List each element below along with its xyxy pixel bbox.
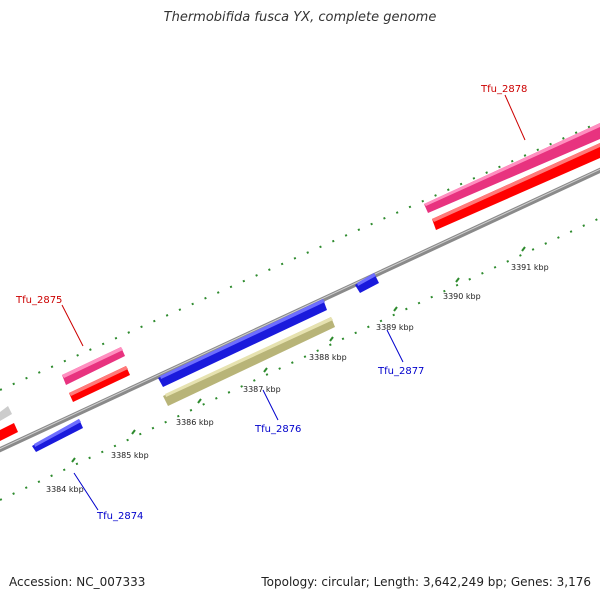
gene-label-Tfu_2876[interactable]: Tfu_2876 <box>254 424 301 435</box>
gene-label-Tfu_2875[interactable]: Tfu_2875 <box>15 295 62 306</box>
tick-label: 3385 kbp <box>111 451 149 460</box>
genome-backbone <box>0 167 600 453</box>
gene-left-edge-block <box>0 406 18 441</box>
gene-labels: Tfu_2878 Tfu_2875 Tfu_2874 Tfu_2876 Tfu_… <box>15 84 527 522</box>
major-ticks <box>71 246 526 463</box>
tick-label: 3384 kbp <box>46 485 84 494</box>
tick-label: 3389 kbp <box>376 323 414 332</box>
gene-Tfu_2875-block[interactable] <box>62 347 130 402</box>
tick-label: 3386 kbp <box>176 418 214 427</box>
tick-label: 3391 kbp <box>511 263 549 272</box>
outer-tick-track <box>0 121 600 391</box>
callout-lines <box>61 94 526 511</box>
gene-label-Tfu_2878[interactable]: Tfu_2878 <box>480 84 527 95</box>
gene-Tfu_2877-block[interactable] <box>355 273 379 293</box>
genome-summary: Topology: circular; Length: 3,642,249 bp… <box>261 575 591 589</box>
gene-Tfu_2874-block[interactable] <box>32 419 83 452</box>
inner-tick-track <box>0 217 600 501</box>
gene-Tfu_2876-block[interactable] <box>158 299 335 406</box>
accession-text: Accession: NC_007333 <box>9 575 146 589</box>
gene-label-Tfu_2874[interactable]: Tfu_2874 <box>96 511 143 522</box>
tick-label: 3387 kbp <box>243 385 281 394</box>
tick-label: 3388 kbp <box>309 353 347 362</box>
tick-label: 3390 kbp <box>443 292 481 301</box>
gene-Tfu_2878-block[interactable] <box>424 123 600 230</box>
scale-labels: 3384 kbp 3385 kbp 3386 kbp 3387 kbp 3388… <box>46 263 549 494</box>
gene-label-Tfu_2877[interactable]: Tfu_2877 <box>377 366 424 377</box>
map-title: Thermobifida fusca YX, complete genome <box>163 10 437 25</box>
